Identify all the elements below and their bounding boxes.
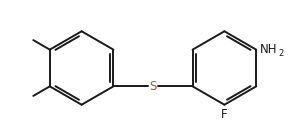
Text: S: S	[149, 80, 157, 93]
Text: F: F	[221, 108, 228, 121]
Text: 2: 2	[279, 49, 284, 58]
Text: NH: NH	[260, 43, 278, 56]
